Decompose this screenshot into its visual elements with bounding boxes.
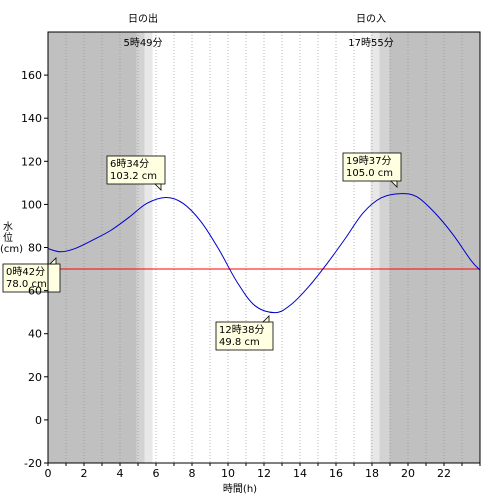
twilight-band-morning-light (144, 32, 153, 463)
annotation-value: 105.0 cm (346, 168, 393, 179)
x-tick-label: 18 (365, 467, 379, 480)
annotation-pointer (154, 183, 162, 191)
annotation-value: 78.0 cm (6, 279, 47, 290)
y-tick-label: 80 (28, 242, 42, 255)
day-band (152, 32, 371, 463)
sunset-time: 17時55分 (348, 38, 394, 49)
y-tick-label: 100 (21, 198, 42, 211)
y-tick-label: 40 (28, 328, 42, 341)
annotation-time: 6時34分 (110, 158, 149, 170)
sunrise-time: 5時49分 (123, 38, 163, 49)
twilight-band-evening-light (370, 32, 380, 463)
night-band-evening (389, 32, 480, 463)
tide-curve (47, 193, 481, 314)
annotation-pointer (390, 180, 398, 188)
annotation-box (106, 155, 166, 185)
sunrise-label: 日の出 5時49分 (118, 2, 168, 62)
x-tick-label: 10 (221, 467, 235, 480)
y-tick-label: 160 (21, 69, 42, 82)
night-band-morning (48, 32, 137, 463)
x-tick-label: 16 (329, 467, 343, 480)
y-tick-label: 140 (21, 112, 42, 125)
annotation-time: 12時38分 (219, 324, 264, 336)
annotation-value: 49.8 cm (219, 337, 260, 348)
y-axis-ticks: -20 0 20 40 60 80 100 120 140 160 (21, 69, 48, 470)
tide-level-line (47, 193, 481, 314)
y-tick-label: 60 (28, 285, 42, 298)
twilight-band-morning-dark (136, 32, 145, 463)
x-tick-label: 20 (401, 467, 415, 480)
x-tick-label: 2 (81, 467, 88, 480)
annotation-pointer (49, 257, 57, 265)
y-axis-label: 水位(cm) (0, 222, 24, 255)
y-tick-label: -20 (24, 457, 42, 470)
x-tick-label: 4 (117, 467, 124, 480)
x-tick-label: 0 (45, 467, 52, 480)
day-night-bands (48, 32, 480, 463)
x-tick-label: 8 (189, 467, 196, 480)
twilight-band-evening-dark (379, 32, 390, 463)
annotation-value: 103.2 cm (110, 171, 157, 182)
x-axis-label: 時間(h) (222, 484, 258, 495)
annotation-time: 0時42分 (6, 266, 45, 278)
x-tick-label: 12 (257, 467, 271, 480)
sunset-label: 日の入 17時55分 (343, 2, 399, 62)
x-tick-label: 6 (153, 467, 160, 480)
y-tick-label: 0 (35, 414, 42, 427)
sunset-title: 日の入 (356, 14, 386, 25)
annotation-time: 19時37分 (346, 155, 391, 167)
y-tick-label: 20 (28, 371, 42, 384)
x-axis-ticks: 0 2 4 6 8 10 12 14 16 18 20 22 (45, 463, 481, 480)
x-tick-label: 14 (293, 467, 307, 480)
sunrise-title: 日の出 (128, 14, 158, 25)
x-tick-label: 22 (437, 467, 451, 480)
y-tick-label: 120 (21, 155, 42, 168)
annotation-box (215, 321, 274, 351)
annotation-box (2, 263, 61, 293)
annotation-box (342, 152, 402, 182)
annotation-pointer (262, 315, 270, 323)
